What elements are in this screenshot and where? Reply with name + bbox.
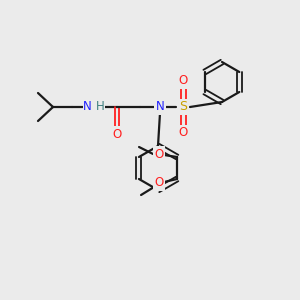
Text: O: O <box>154 176 164 190</box>
Text: O: O <box>178 74 188 88</box>
Text: O: O <box>112 128 122 140</box>
Text: O: O <box>154 148 164 160</box>
Text: O: O <box>178 127 188 140</box>
Text: N: N <box>156 100 164 113</box>
Text: S: S <box>179 100 187 113</box>
Text: H: H <box>96 100 105 112</box>
Text: N: N <box>83 100 92 112</box>
